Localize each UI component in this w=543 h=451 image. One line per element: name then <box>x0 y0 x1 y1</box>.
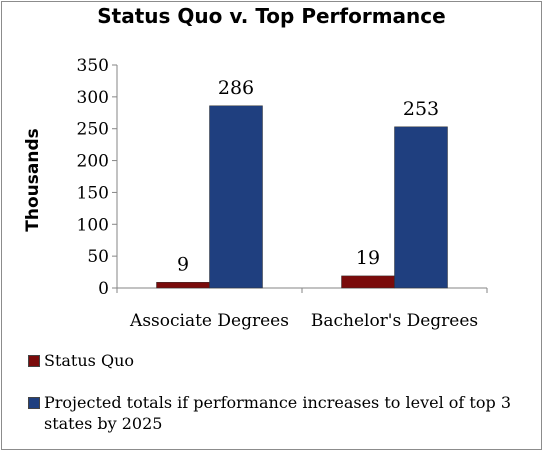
legend: Status Quo Projected totals if performan… <box>28 350 533 434</box>
legend-swatch-series-1 <box>28 355 40 367</box>
y-tick-label: 50 <box>87 247 109 267</box>
legend-label-series-1: Status Quo <box>44 351 135 370</box>
data-label: 253 <box>403 98 439 120</box>
chart-title: Status Quo v. Top Performance <box>97 4 446 28</box>
y-tick-label: 300 <box>77 88 109 108</box>
legend-item-series-1: Status Quo <box>28 350 533 371</box>
y-tick-label: 150 <box>77 183 109 203</box>
y-tick-label: 350 <box>77 56 109 76</box>
data-label-background <box>399 96 443 121</box>
data-label-background <box>351 245 385 270</box>
bar-projected-2 <box>394 126 448 289</box>
data-label: 286 <box>218 77 254 99</box>
data-label: 9 <box>177 253 189 275</box>
y-tick-label: 200 <box>77 152 109 172</box>
bar-projected-1 <box>209 105 263 289</box>
bar-status-quo-1 <box>156 282 210 289</box>
data-label: 19 <box>356 247 380 269</box>
legend-swatch-series-2 <box>28 397 40 409</box>
data-label-background <box>171 252 195 277</box>
data-label-background <box>214 75 258 100</box>
legend-label-series-2: Projected totals if performance increase… <box>44 393 511 433</box>
legend-item-series-2: Projected totals if performance increase… <box>28 392 533 434</box>
x-tick-label: Bachelor's Degrees <box>311 311 478 331</box>
x-tick-label: Associate Degrees <box>129 311 289 331</box>
y-tick-label: 250 <box>77 120 109 140</box>
y-tick-label: 0 <box>98 279 109 299</box>
bar-status-quo-2 <box>341 275 395 289</box>
y-tick-label: 100 <box>77 215 109 235</box>
